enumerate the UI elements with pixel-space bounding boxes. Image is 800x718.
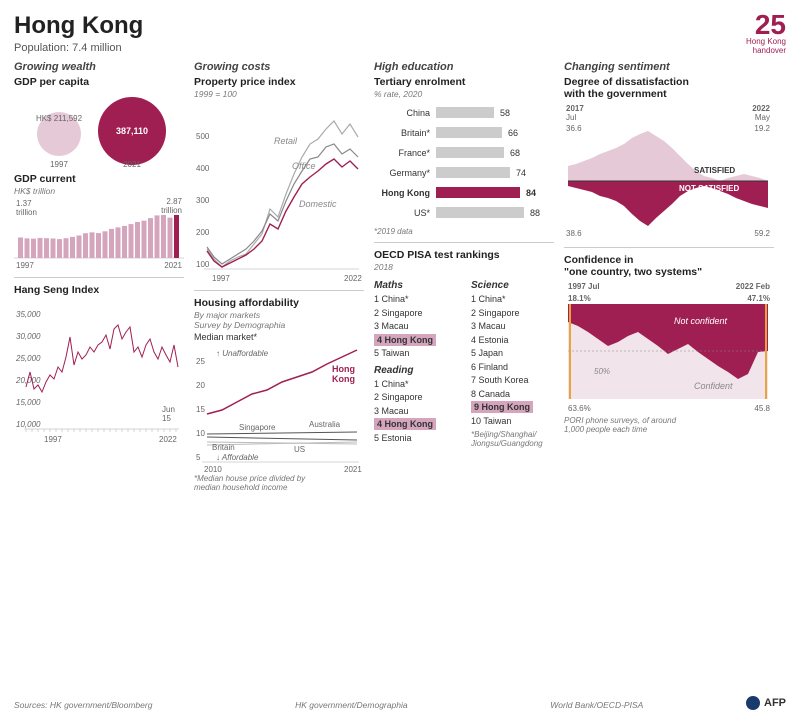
svg-text:30,000: 30,000 [16,332,41,341]
svg-text:Retail: Retail [274,136,298,146]
hangseng-chart: Hang Seng Index 10,00015,00020,00025,000… [14,284,184,447]
svg-text:trillion: trillion [16,208,37,217]
svg-text:Hong: Hong [332,364,355,374]
svg-text:63.6%: 63.6% [568,404,591,413]
tertiary-row: China58 [374,107,554,118]
svg-text:2021: 2021 [123,160,141,169]
svg-text:18.1%: 18.1% [568,294,591,303]
gdp-current-chart: GDP current HK$ trillion 1.37trillion 2.… [14,173,184,271]
property-chart: Property price index 1999 = 100 10020030… [194,76,364,284]
svg-text:Jun: Jun [162,405,175,414]
svg-text:Australia: Australia [309,420,341,429]
svg-text:2021: 2021 [164,261,182,270]
svg-text:HK$ 211,592: HK$ 211,592 [36,114,83,123]
confidence-chart: Confidence in"one country, two systems" … [564,254,774,434]
svg-text:2021: 2021 [344,465,362,472]
footer-sources: Sources: HK government/Bloomberg HK gove… [14,700,786,710]
svg-text:2022: 2022 [752,104,770,113]
page-subtitle: Population: 7.4 million [14,42,143,54]
afp-logo: AFP [746,696,786,710]
svg-text:1997: 1997 [50,160,68,169]
svg-text:100: 100 [196,260,210,269]
svg-text:25,000: 25,000 [15,354,41,363]
svg-text:2022 Feb: 2022 Feb [736,282,770,291]
svg-text:45.8: 45.8 [754,404,770,413]
svg-text:1997: 1997 [16,261,34,270]
svg-text:Office: Office [292,161,316,171]
svg-text:15: 15 [196,405,205,414]
svg-text:2017: 2017 [566,104,584,113]
svg-text:NOT SATISFIED: NOT SATISFIED [679,184,740,193]
svg-text:387,110: 387,110 [116,126,148,136]
section-costs: Growing costs [194,61,364,73]
svg-text:May: May [755,113,770,122]
tertiary-row: France*68 [374,147,554,158]
svg-text:2.87: 2.87 [166,197,182,206]
svg-text:25: 25 [196,357,205,366]
svg-text:↑ Unaffordable: ↑ Unaffordable [216,349,269,358]
pisa-panel: OECD PISA test rankings 2018 Maths 1 Chi… [374,249,554,448]
tertiary-chart: Tertiary enrolment % rate, 2020 China58B… [374,76,554,236]
svg-text:Confident: Confident [694,381,733,391]
svg-text:Kong: Kong [332,374,355,384]
svg-text:↓ Affordable: ↓ Affordable [216,453,259,462]
svg-text:Singapore: Singapore [239,423,276,432]
svg-text:Not confident: Not confident [674,316,728,326]
svg-text:1997 Jul: 1997 Jul [568,282,600,291]
svg-text:Britain: Britain [212,443,235,452]
section-sentiment: Changing sentiment [564,61,774,73]
svg-text:trillion: trillion [161,206,182,215]
header: Hong Kong Population: 7.4 million 25 Hon… [14,12,786,55]
svg-text:36.6: 36.6 [566,124,582,133]
svg-text:SATISFIED: SATISFIED [694,166,735,175]
svg-text:1.37: 1.37 [16,199,32,208]
gdp-capita-chart: GDP per capita HK$ 211,592 387,110 1997 … [14,76,184,169]
section-education: High education [374,61,554,73]
tertiary-row: US*88 [374,207,554,218]
page-title: Hong Kong [14,12,143,40]
svg-text:1997: 1997 [212,274,230,283]
svg-text:15,000: 15,000 [16,398,41,407]
svg-text:35,000: 35,000 [16,310,41,319]
tertiary-row: Hong Kong84 [374,187,554,198]
svg-text:500: 500 [196,132,210,141]
tertiary-row: Britain*66 [374,127,554,138]
svg-text:20: 20 [196,381,205,390]
svg-text:5: 5 [196,453,201,462]
svg-text:400: 400 [196,164,210,173]
svg-text:Jul: Jul [566,113,576,122]
affordability-chart: Housing affordability By major markets S… [194,297,364,492]
svg-text:1997: 1997 [44,435,62,444]
section-wealth: Growing wealth [14,61,184,73]
tertiary-row: Germany*74 [374,167,554,178]
svg-text:US: US [294,445,305,454]
svg-text:300: 300 [196,196,210,205]
afford-footnote: *Median house price divided bymedian hou… [194,474,364,492]
svg-text:50%: 50% [594,367,610,376]
svg-text:2022: 2022 [159,435,177,444]
svg-text:2022: 2022 [344,274,362,283]
svg-text:47.1%: 47.1% [747,294,770,303]
svg-text:19.2: 19.2 [754,124,770,133]
svg-text:Domestic: Domestic [299,199,337,209]
svg-text:10: 10 [196,429,205,438]
svg-text:38.6: 38.6 [566,229,582,238]
dissatisfaction-chart: Degree of dissatisfactionwith the govern… [564,76,774,241]
svg-text:15: 15 [162,414,171,423]
svg-text:200: 200 [196,228,210,237]
svg-text:10,000: 10,000 [16,420,41,429]
logo-25: 25 Hong Kong handover [746,12,786,55]
svg-text:2010: 2010 [204,465,222,472]
svg-text:59.2: 59.2 [754,229,770,238]
